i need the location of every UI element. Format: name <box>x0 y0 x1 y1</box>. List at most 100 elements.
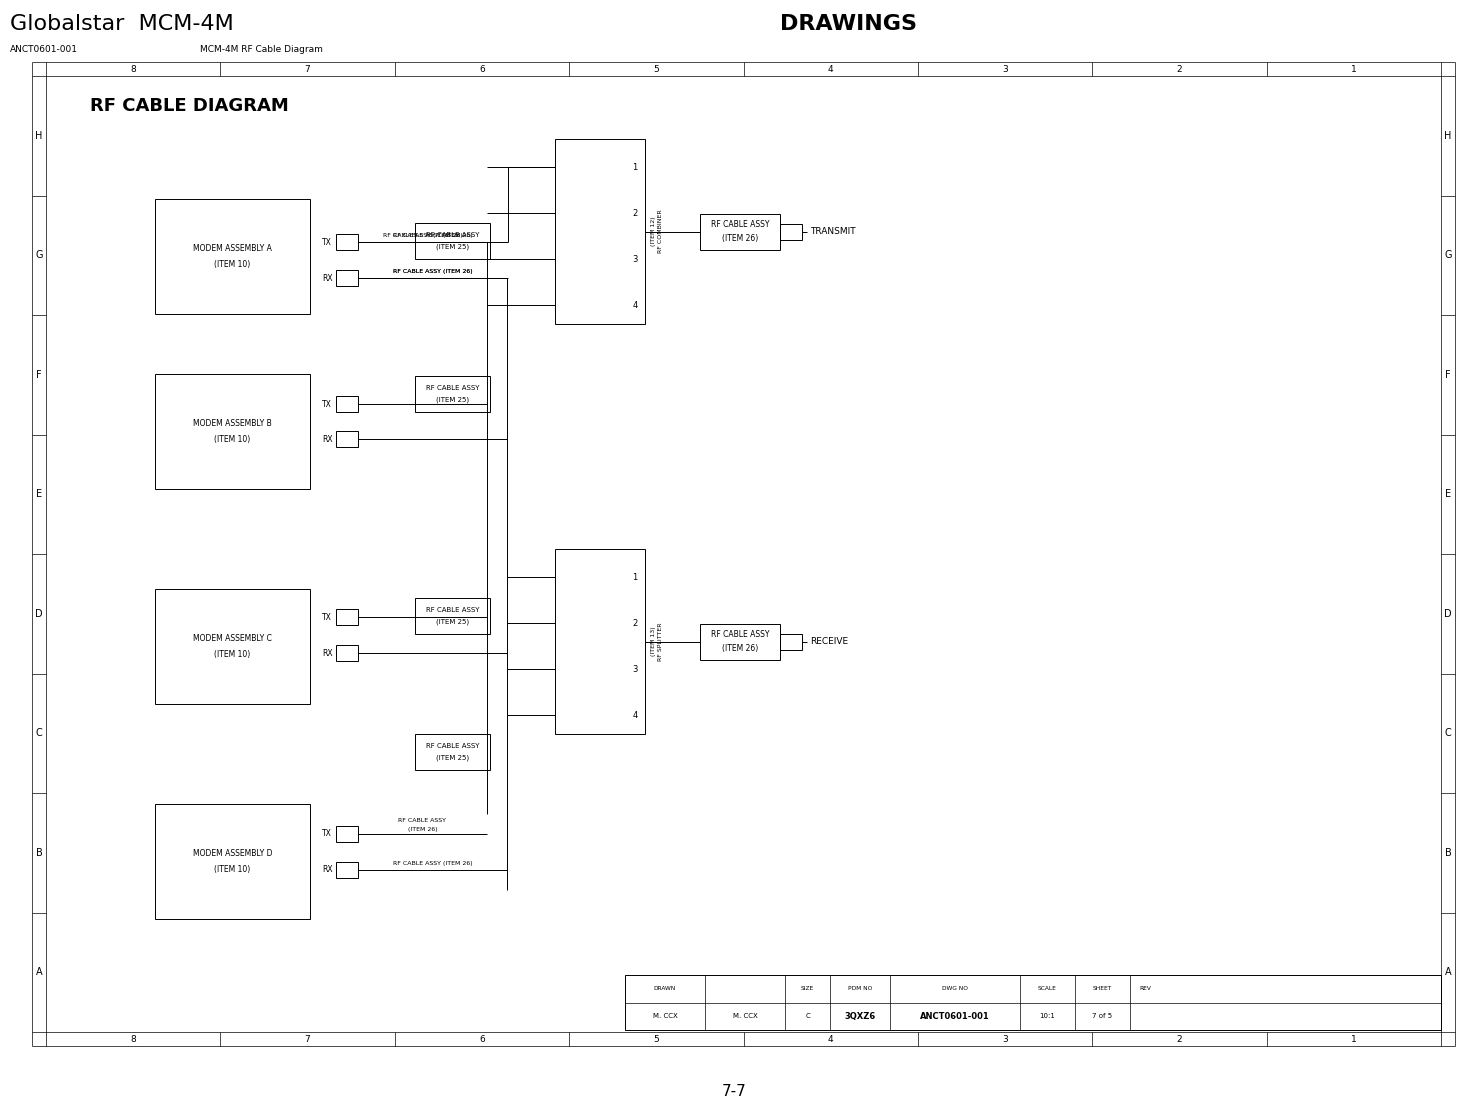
Text: MCM-4M RF Cable Diagram: MCM-4M RF Cable Diagram <box>200 45 323 53</box>
Bar <box>336 395 358 412</box>
Text: 10:1: 10:1 <box>1040 1014 1055 1019</box>
Text: 3QXZ6: 3QXZ6 <box>845 1012 876 1020</box>
Text: H: H <box>35 130 43 140</box>
Text: TX: TX <box>322 400 332 409</box>
Text: 7-7: 7-7 <box>723 1085 746 1100</box>
Text: 6: 6 <box>479 1035 485 1044</box>
Text: 7: 7 <box>304 65 310 74</box>
Text: G: G <box>35 251 43 261</box>
Text: DRAWN: DRAWN <box>654 986 676 991</box>
Text: PDM NO: PDM NO <box>848 986 873 991</box>
Bar <box>336 270 358 286</box>
Text: (ITEM 26): (ITEM 26) <box>721 234 758 243</box>
Bar <box>336 431 358 447</box>
Text: DRAWINGS: DRAWINGS <box>780 14 917 35</box>
Text: 4: 4 <box>632 711 638 720</box>
Text: MODEM ASSEMBLY D: MODEM ASSEMBLY D <box>192 849 272 858</box>
Text: D: D <box>35 608 43 618</box>
Text: (ITEM 26): (ITEM 26) <box>408 827 438 831</box>
Text: (ITEM 10): (ITEM 10) <box>214 649 251 659</box>
Text: SHEET: SHEET <box>1093 986 1112 991</box>
Text: 6: 6 <box>479 65 485 74</box>
Text: MODEM ASSEMBLY B: MODEM ASSEMBLY B <box>192 419 272 428</box>
Text: 1: 1 <box>632 573 638 582</box>
Bar <box>156 374 310 489</box>
Text: (ITEM 12): (ITEM 12) <box>651 217 655 246</box>
Text: RX: RX <box>322 434 332 443</box>
Bar <box>555 549 645 734</box>
Text: 4: 4 <box>829 1035 833 1044</box>
Text: (ITEM 25): (ITEM 25) <box>436 244 469 251</box>
Text: C: C <box>35 729 43 739</box>
Bar <box>336 862 358 878</box>
Bar <box>336 645 358 661</box>
Text: 1: 1 <box>1351 65 1357 74</box>
Text: ANCT0601-001: ANCT0601-001 <box>920 1012 990 1020</box>
Text: DWG NO: DWG NO <box>942 986 968 991</box>
Text: 5: 5 <box>654 1035 660 1044</box>
Text: 2: 2 <box>1177 1035 1183 1044</box>
Bar <box>336 234 358 250</box>
Text: (ITEM 10): (ITEM 10) <box>214 260 251 268</box>
Text: 1: 1 <box>632 163 638 172</box>
Text: RF CABLE ASSY: RF CABLE ASSY <box>711 631 770 639</box>
Text: SCALE: SCALE <box>1039 986 1056 991</box>
Text: RF CABLE ASSY: RF CABLE ASSY <box>426 743 479 749</box>
Text: RF CABLE ASSY: RF CABLE ASSY <box>711 219 770 229</box>
Text: A: A <box>1444 967 1451 977</box>
Bar <box>416 734 491 770</box>
Text: RF CABLE ASSY: RF CABLE ASSY <box>426 232 479 238</box>
Text: SIZE: SIZE <box>801 986 814 991</box>
Text: RF CABLE DIAGRAM: RF CABLE DIAGRAM <box>90 97 289 115</box>
Text: RF COMBINER: RF COMBINER <box>658 209 664 253</box>
Text: RF CABLE ASSY: RF CABLE ASSY <box>426 385 479 391</box>
Text: (ITEM 10): (ITEM 10) <box>214 864 251 874</box>
Text: RF CABLE ASSY (ITEM 26): RF CABLE ASSY (ITEM 26) <box>394 268 473 274</box>
Text: (ITEM 26): (ITEM 26) <box>721 644 758 653</box>
Text: RF CABLE ASSY (ITEM 26): RF CABLE ASSY (ITEM 26) <box>394 233 473 237</box>
Text: 7: 7 <box>304 1035 310 1044</box>
Text: (ITEM 10): (ITEM 10) <box>214 434 251 444</box>
Text: TX: TX <box>322 830 332 839</box>
Bar <box>156 589 310 704</box>
Text: MODEM ASSEMBLY A: MODEM ASSEMBLY A <box>192 244 272 253</box>
Text: REV: REV <box>1138 986 1150 991</box>
Text: 2: 2 <box>632 618 638 627</box>
Text: TX: TX <box>322 613 332 622</box>
Text: 1: 1 <box>1351 1035 1357 1044</box>
Text: RECEIVE: RECEIVE <box>809 637 848 646</box>
Text: C: C <box>805 1014 809 1019</box>
Text: RF CABLE ASSY: RF CABLE ASSY <box>426 607 479 613</box>
Text: 3: 3 <box>632 664 638 674</box>
Text: 7 of 5: 7 of 5 <box>1093 1014 1112 1019</box>
Text: 3: 3 <box>1002 1035 1008 1044</box>
Bar <box>701 214 780 250</box>
Text: RF CABLE ASSY (ITEM 26): RF CABLE ASSY (ITEM 26) <box>392 860 473 866</box>
Bar <box>336 609 358 625</box>
Text: MODEM ASSEMBLY C: MODEM ASSEMBLY C <box>192 634 272 643</box>
Bar <box>416 598 491 634</box>
Bar <box>416 223 491 258</box>
Text: RX: RX <box>322 274 332 283</box>
Bar <box>156 804 310 919</box>
Bar <box>555 139 645 324</box>
Text: Globalstar  MCM-4M: Globalstar MCM-4M <box>10 14 234 35</box>
Text: A: A <box>35 967 43 977</box>
Text: 2: 2 <box>1177 65 1183 74</box>
Text: G: G <box>1444 251 1451 261</box>
Text: (ITEM 25): (ITEM 25) <box>436 618 469 625</box>
Text: 4: 4 <box>632 301 638 310</box>
Text: E: E <box>1445 489 1451 499</box>
Text: 8: 8 <box>131 1035 137 1044</box>
Text: RF CABLE ASSY (ITEM 26): RF CABLE ASSY (ITEM 26) <box>383 233 463 237</box>
Bar <box>416 377 491 412</box>
Text: M. CCX: M. CCX <box>733 1014 758 1019</box>
Text: (ITEM 13): (ITEM 13) <box>651 627 655 656</box>
Bar <box>701 624 780 659</box>
Text: RF CABLE ASSY (ITEM 26): RF CABLE ASSY (ITEM 26) <box>392 268 473 274</box>
Text: TRANSMIT: TRANSMIT <box>809 227 855 236</box>
Text: ANCT0601-001: ANCT0601-001 <box>10 45 78 53</box>
Text: F: F <box>37 370 41 380</box>
Text: 3: 3 <box>1002 65 1008 74</box>
Text: B: B <box>1444 848 1451 858</box>
